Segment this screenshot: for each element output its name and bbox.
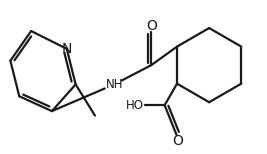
Text: HO: HO — [126, 99, 144, 112]
Text: O: O — [146, 19, 157, 33]
Text: O: O — [172, 134, 183, 148]
Text: N: N — [62, 42, 72, 56]
Text: NH: NH — [105, 78, 123, 91]
